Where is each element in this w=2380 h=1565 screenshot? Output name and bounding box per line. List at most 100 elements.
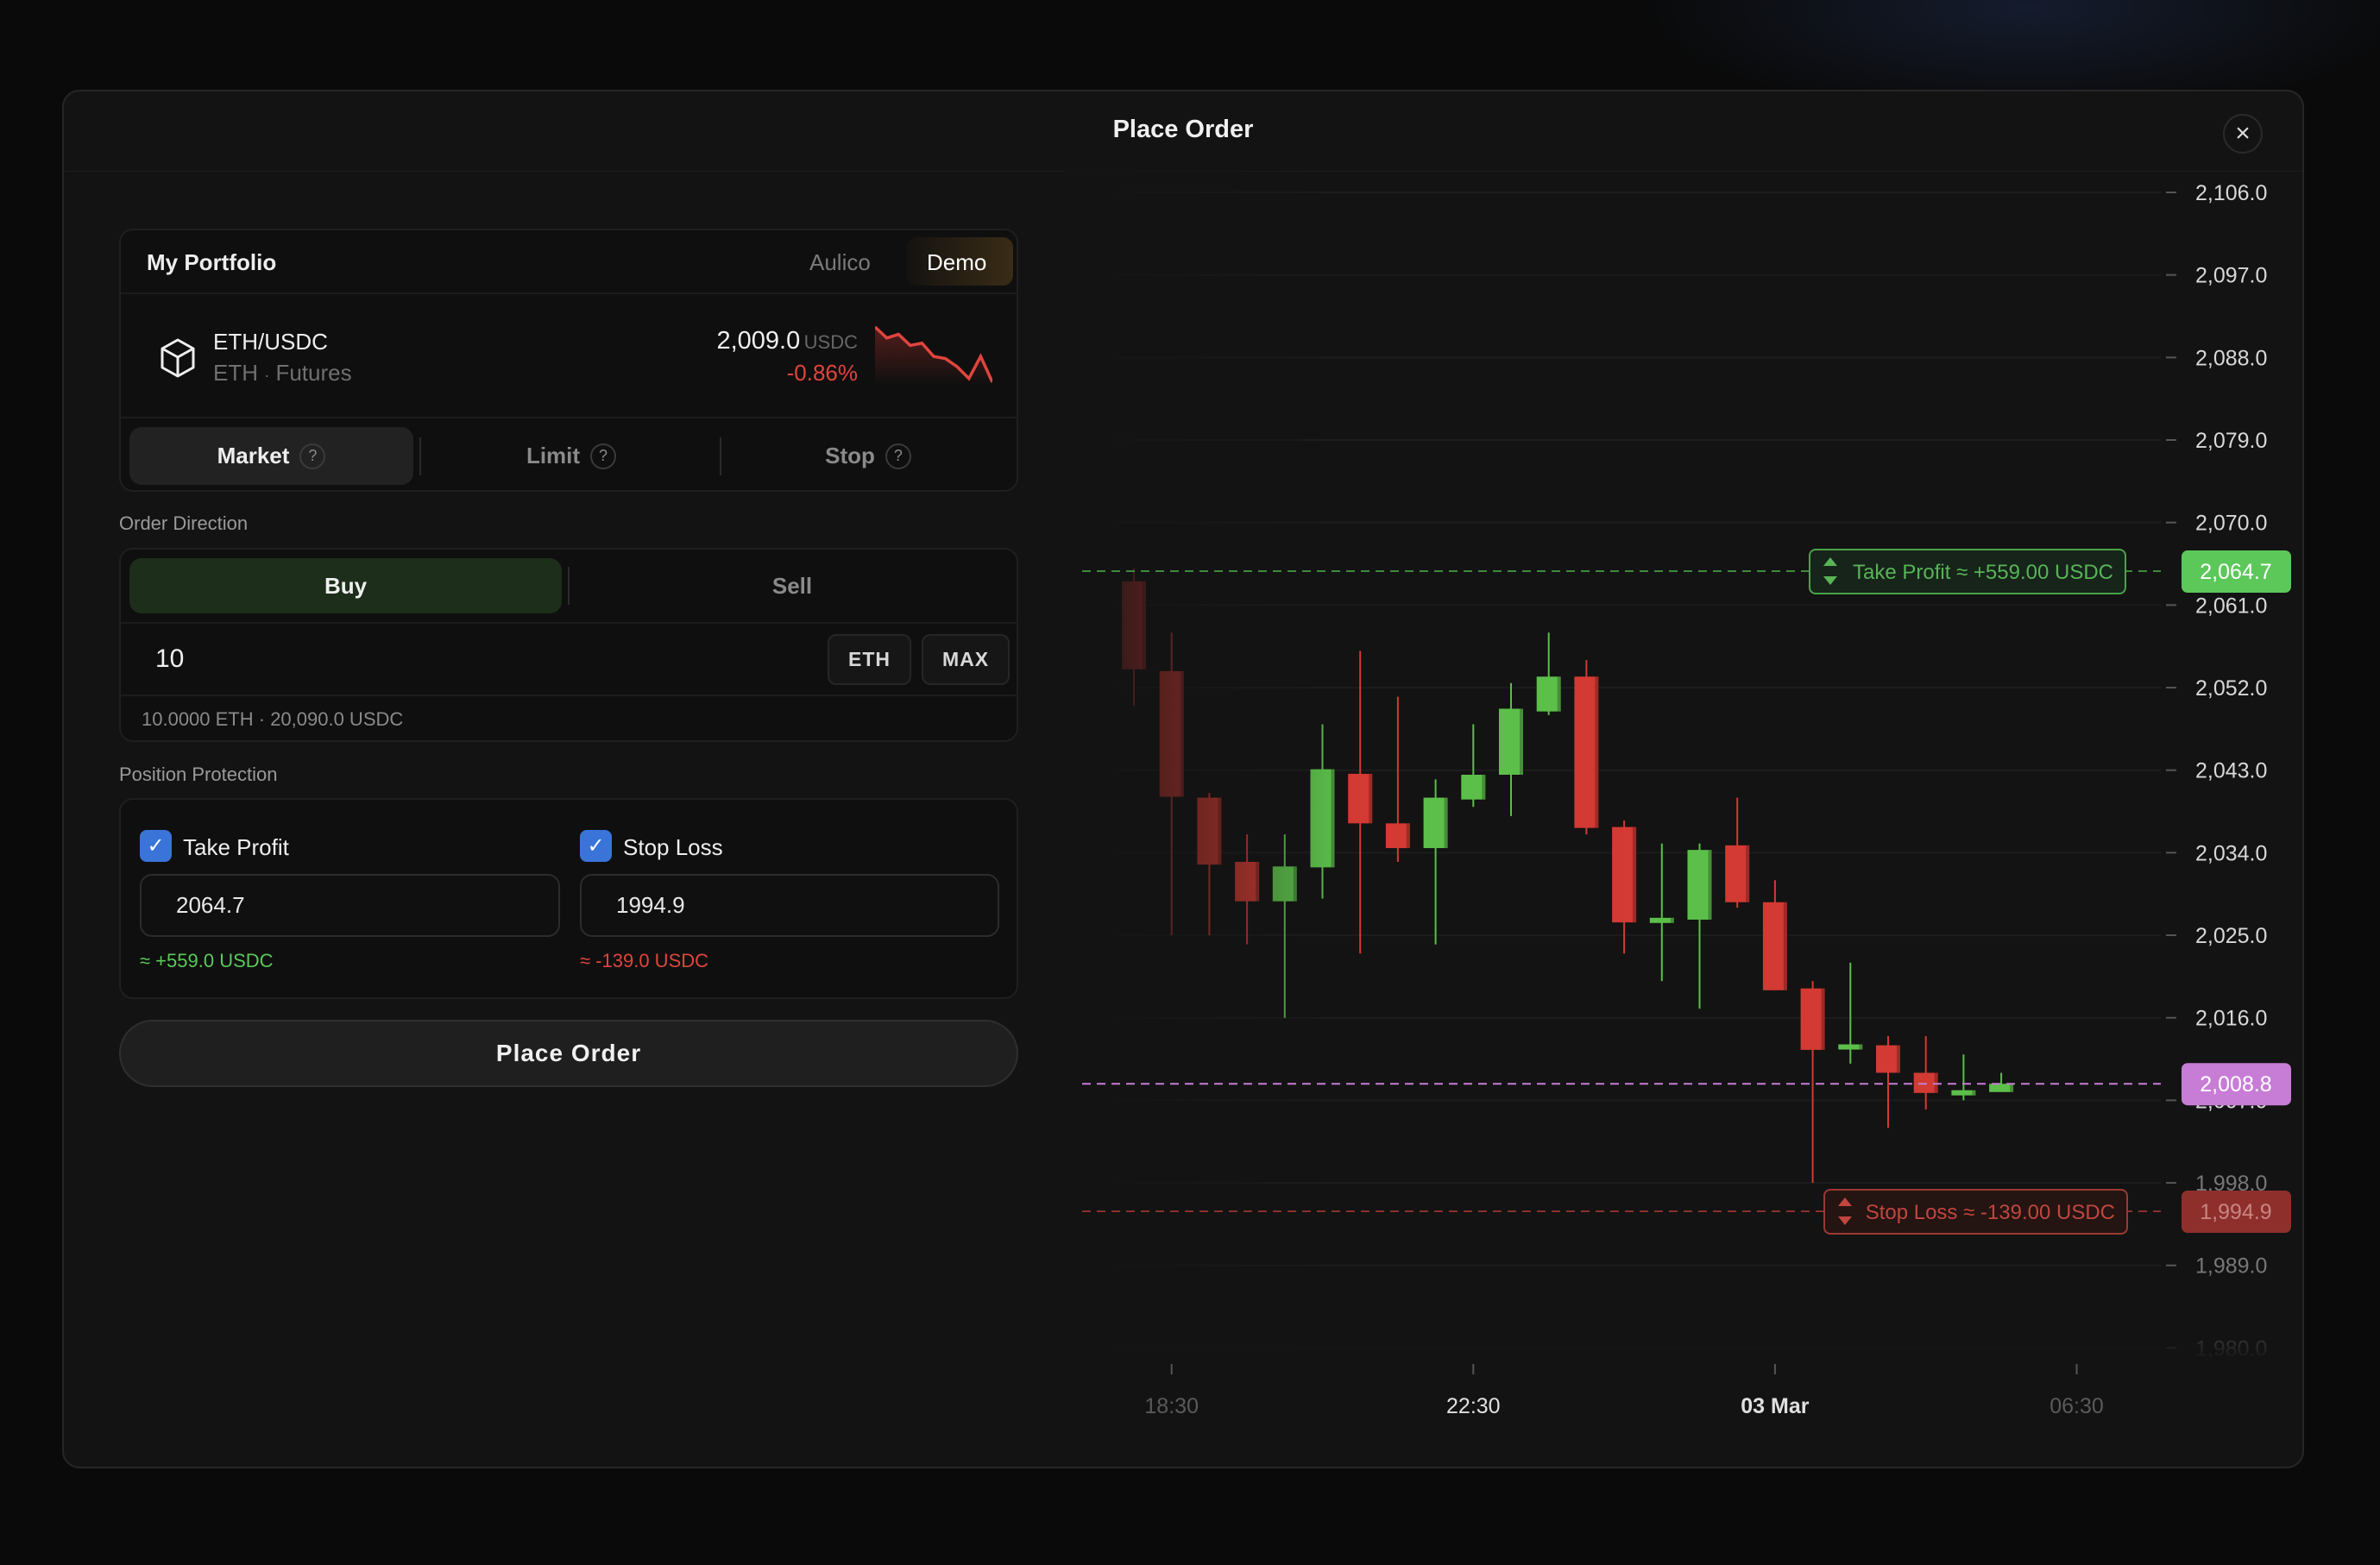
tab-label: Stop xyxy=(825,443,875,468)
place-order-button[interactable]: Place Order xyxy=(119,1020,1018,1087)
left-fade xyxy=(1065,171,1341,1361)
price-value: 2,009.0 xyxy=(716,327,801,355)
separator: · xyxy=(264,367,270,384)
cube-icon xyxy=(161,338,195,378)
candle xyxy=(1536,632,1561,715)
order-summary: 10.0000 ETH · 20,090.0 USDC xyxy=(142,708,404,730)
stop-loss-label-box xyxy=(1823,1188,2128,1235)
candle-body xyxy=(1348,773,1373,824)
x-tick-label: 22:30 xyxy=(1446,1394,1501,1418)
close-icon: × xyxy=(2235,119,2251,148)
candle-shade xyxy=(1482,775,1486,800)
candle-shade xyxy=(1633,826,1637,923)
y-tick-label: 2,061.0 xyxy=(2195,594,2267,618)
stop-loss-handle[interactable]: Stop Loss ≈ -139.00 USDC xyxy=(1823,1188,2128,1235)
take-profit-label: Take Profit xyxy=(183,834,289,860)
take-profit-hint: ≈ +559.0 USDC xyxy=(140,950,274,971)
amount-input[interactable]: 10 xyxy=(155,644,185,673)
help-icon[interactable]: ? xyxy=(590,443,617,469)
divider xyxy=(720,437,721,475)
asset-price: 2,009.0 USDC xyxy=(716,327,858,355)
account-tab-demo[interactable]: Demo xyxy=(906,237,1013,286)
candle-body xyxy=(1913,1072,1938,1093)
stop-loss-price-tag xyxy=(2182,1190,2291,1233)
help-icon[interactable]: ? xyxy=(885,443,911,469)
candle-shade xyxy=(2010,1084,2014,1092)
candle xyxy=(1762,880,1787,990)
buy-button[interactable]: Buy xyxy=(129,558,562,613)
candle-shade xyxy=(1934,1072,1938,1093)
candle xyxy=(1612,820,1637,954)
candle-body xyxy=(1499,708,1523,776)
candle-shade xyxy=(1406,823,1410,849)
y-tick-label: 2,043.0 xyxy=(2195,759,2267,783)
candle xyxy=(1989,1072,2014,1092)
price-chart[interactable]: 2,106.0 2,097.0 2,088.0 2,079.0 2,070.0 2,061… xyxy=(1065,171,2304,1468)
candle-body xyxy=(1574,676,1599,828)
stop-loss-checkbox[interactable]: ✓ xyxy=(580,830,612,862)
tab-label: Limit xyxy=(526,443,581,468)
candle-shade xyxy=(1783,902,1787,990)
max-button[interactable]: MAX xyxy=(922,634,1010,685)
stop-loss-label: Stop Loss xyxy=(623,834,723,860)
account-tab-aulico[interactable]: Aulico xyxy=(809,249,871,275)
order-direction-label: Order Direction xyxy=(119,512,249,534)
tab-stop[interactable]: Stop? xyxy=(725,427,1011,485)
candle-shade xyxy=(1821,988,1825,1050)
take-profit-checkbox[interactable]: ✓ xyxy=(140,830,172,862)
candle-body xyxy=(1800,988,1825,1050)
sparkline-line xyxy=(875,325,992,383)
candle-body xyxy=(1989,1084,2014,1092)
candle xyxy=(1574,660,1599,835)
stop-loss-label: Stop Loss ≈ -139.00 USDC xyxy=(1866,1201,2115,1224)
candle-body xyxy=(1951,1090,1976,1096)
y-tick-label: 2,097.0 xyxy=(2195,264,2267,288)
check-icon: ✓ xyxy=(147,834,165,858)
portfolio-title: My Portfolio xyxy=(147,249,277,275)
place-order-modal: Place Order × My Portfolio Aulico Demo E… xyxy=(62,90,2304,1468)
take-profit-price-tag xyxy=(2182,550,2291,594)
divider xyxy=(568,567,570,605)
take-profit-handle[interactable]: Take Profit ≈ +559.00 USDC xyxy=(1809,549,2126,595)
unit-eth-button[interactable]: ETH xyxy=(828,634,911,685)
divider xyxy=(121,695,1017,696)
asset-pair: ETH/USDC xyxy=(213,329,328,355)
take-profit-input[interactable]: 2064.7 xyxy=(140,874,560,937)
sell-button[interactable]: Sell xyxy=(771,572,813,599)
sparkline xyxy=(875,325,992,386)
y-tick-label: 2,025.0 xyxy=(2195,924,2267,948)
stop-loss-input[interactable]: 1994.9 xyxy=(580,874,999,937)
candle-body xyxy=(1649,917,1674,923)
candle xyxy=(1499,682,1523,816)
candle xyxy=(1838,962,1863,1064)
y-tick-label: 2,034.0 xyxy=(2195,841,2267,865)
candle-shade xyxy=(1897,1045,1900,1073)
drag-arrows-icon xyxy=(1838,1197,1852,1225)
y-tick-label: 2,052.0 xyxy=(2195,676,2267,701)
close-button[interactable]: × xyxy=(2223,114,2263,154)
tab-market[interactable]: Market? xyxy=(129,427,413,485)
position-protection-label: Position Protection xyxy=(119,764,278,785)
stop-loss-hint: ≈ -139.0 USDC xyxy=(580,950,709,971)
take-profit-label: Take Profit ≈ +559.00 USDC xyxy=(1853,561,2113,584)
asset-meta: ETH · Futures xyxy=(213,360,352,387)
candle-shade xyxy=(1859,1044,1863,1050)
y-tick-label: 2,079.0 xyxy=(2195,429,2267,453)
help-icon[interactable]: ? xyxy=(299,443,326,469)
asset-type: Futures xyxy=(275,360,352,386)
candle-body xyxy=(1762,902,1787,990)
candle xyxy=(1385,696,1410,862)
bottom-fade xyxy=(1065,1292,2302,1361)
tab-limit[interactable]: Limit? xyxy=(425,427,718,485)
candle-shade xyxy=(1444,797,1448,849)
candle-shade xyxy=(1520,708,1523,776)
candle xyxy=(1461,724,1486,808)
portfolio-card: My Portfolio Aulico Demo ETH/USDC ETH · … xyxy=(119,229,1018,492)
candle xyxy=(1687,843,1712,1009)
candle-body xyxy=(1687,850,1712,920)
protection-card: ✓ Take Profit 2064.7 ≈ +559.0 USDC ✓ Sto… xyxy=(119,798,1018,999)
divider xyxy=(121,292,1017,294)
current-price-price-tag xyxy=(2182,1063,2291,1106)
candle-shade xyxy=(1972,1090,1976,1096)
modal-title: Place Order xyxy=(1112,116,1254,143)
